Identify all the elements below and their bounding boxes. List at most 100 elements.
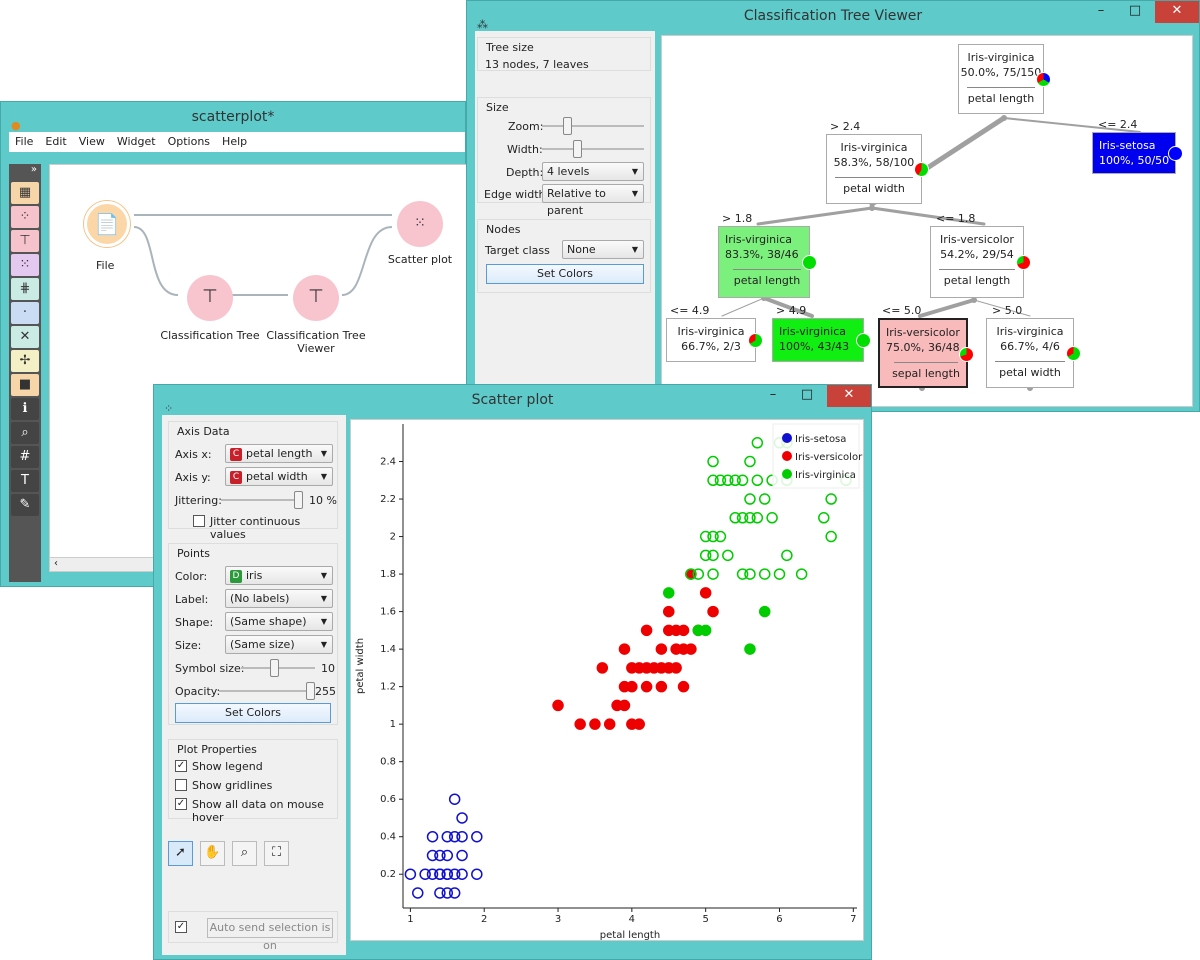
auto-send-group: ✓ Auto send selection is on (168, 911, 338, 952)
viewer-widget-icon: ⊤ (293, 275, 339, 321)
reset-zoom-button[interactable]: ⛶ (264, 841, 289, 866)
opacity-handle[interactable] (306, 682, 315, 700)
data-point (434, 849, 446, 862)
scatter-widget-label: Scatter plot (387, 253, 453, 266)
maximize-button[interactable]: □ (800, 387, 814, 402)
symbol-size-slider[interactable] (241, 659, 315, 677)
menu-item-help[interactable]: Help (222, 135, 248, 148)
viewer-widget[interactable]: ⊤ Classification Tree Viewer (256, 275, 376, 355)
data-point (744, 455, 756, 468)
set-colors-button[interactable]: Set Colors (486, 264, 644, 284)
tree-icon[interactable]: ⊤ (11, 230, 39, 252)
edge-width-select[interactable]: Relative to parent ▼ (542, 184, 644, 217)
show-gridlines-checkbox[interactable]: Show gridlines (175, 779, 272, 792)
minimize-button[interactable]: – (769, 387, 777, 402)
symbol-size-handle[interactable] (270, 659, 279, 677)
tree-titlebar[interactable]: ⁂ Classification Tree Viewer – □ ✕ (467, 1, 1199, 31)
menu-item-widget[interactable]: Widget (116, 135, 156, 148)
pan-tool-button[interactable]: ✋ (200, 841, 225, 866)
hash-icon[interactable]: # (11, 446, 39, 468)
tree-widget-icon: ⊤ (187, 275, 233, 321)
opacity-slider[interactable] (219, 682, 315, 700)
zoom-slider-handle[interactable] (563, 117, 572, 135)
viewer-widget-label: Classification Tree Viewer (266, 329, 366, 355)
data-point (707, 549, 719, 562)
close-button[interactable]: ✕ (827, 385, 871, 407)
tree-node-root[interactable]: Iris-virginica 50.0%, 75/150 petal length (958, 44, 1051, 114)
tree-node-n5[interactable]: Iris-virginica 66.7%, 2/3 (666, 318, 763, 362)
chevron-down-icon: ▼ (631, 245, 638, 254)
checkbox-box[interactable] (193, 515, 205, 527)
minimize-button[interactable]: – (1097, 3, 1105, 18)
y-axis-label: petal width (355, 638, 366, 694)
tree-node-n4[interactable]: Iris-versicolor 54.2%, 29/54 petal length (930, 226, 1031, 298)
size-select[interactable]: (Same size) ▼ (225, 635, 333, 654)
file-widget[interactable]: 📄 File (78, 201, 130, 272)
pen-icon[interactable]: ✎ (11, 494, 39, 516)
scatter-widget[interactable]: ⁙ Scatter plot (380, 201, 460, 266)
jitter-continuous-checkbox[interactable]: Jitter continuous values (193, 515, 337, 541)
tree-node-n8[interactable]: Iris-virginica 66.7%, 4/6 petal width (986, 318, 1081, 388)
checkbox-box[interactable] (175, 779, 187, 791)
select-tool-button[interactable]: ➚ (168, 841, 193, 866)
zoom-tool-button[interactable]: ⌕ (232, 841, 257, 866)
menu-item-view[interactable]: View (78, 135, 105, 148)
toolbox-expand[interactable]: » (30, 164, 37, 175)
zoom-slider[interactable] (542, 117, 644, 135)
table-icon[interactable]: ▦ (11, 182, 39, 204)
cross-icon[interactable]: ✢ (11, 350, 39, 372)
tree-widget[interactable]: ⊤ Classification Tree (150, 275, 270, 342)
close-button[interactable]: ✕ (1155, 1, 1199, 23)
shape-select[interactable]: (Same shape) ▼ (225, 612, 333, 631)
data-point (655, 643, 668, 655)
label-select[interactable]: (No labels) ▼ (225, 589, 333, 608)
data-point (781, 549, 793, 562)
show-all-data-checkbox[interactable]: ✓ Show all data on mouse hover (175, 798, 337, 824)
auto-send-button[interactable]: Auto send selection is on (207, 918, 333, 952)
dot-icon[interactable]: · (11, 302, 39, 324)
jitter-slider[interactable] (221, 491, 303, 509)
data-point (722, 549, 734, 562)
scatter-chart[interactable]: 1 2 3 4 5 6 7 0.2 0.4 0.6 0.8 1 1.2 1.4 1.6 1.8 2 2.2 2.4 p… (351, 420, 865, 942)
tree-node-n1[interactable]: Iris-virginica 58.3%, 58/100 petal width (826, 134, 929, 204)
text-icon[interactable]: T (11, 470, 39, 492)
set-colors-button[interactable]: Set Colors (175, 703, 331, 723)
info-icon[interactable]: ℹ (11, 398, 39, 420)
target-class-select[interactable]: None ▼ (562, 240, 644, 259)
tree-node-n7[interactable]: Iris-versicolor 75.0%, 36/48 sepal length (878, 318, 974, 388)
tree-node-n3[interactable]: Iris-virginica 83.3%, 38/46 petal length (718, 226, 817, 298)
data-point (633, 718, 645, 730)
checkbox-box[interactable]: ✓ (175, 921, 187, 933)
scatter-matrix-icon[interactable]: ⁙ (11, 254, 39, 276)
checkbox-box[interactable]: ✓ (175, 798, 187, 810)
menu-item-file[interactable]: File (15, 135, 34, 148)
data-point (456, 849, 468, 862)
cube-icon[interactable]: ■ (11, 374, 39, 396)
show-legend-checkbox[interactable]: ✓ Show legend (175, 760, 263, 773)
tree-canvas[interactable]: Iris-virginica 50.0%, 75/150 petal length I… (661, 35, 1193, 407)
depth-select[interactable]: 4 levels ▼ (542, 162, 644, 181)
tree-node-n2[interactable]: Iris-setosa 100%, 50/50 (1092, 132, 1183, 174)
search-icon[interactable]: ⌕ (11, 422, 39, 444)
width-slider-handle[interactable] (573, 140, 582, 158)
scatter-titlebar[interactable]: ⁘ Scatter plot – □ ✕ (154, 385, 871, 415)
tree-node-n6[interactable]: Iris-virginica 100%, 43/43 (772, 318, 871, 362)
jitter-slider-handle[interactable] (294, 491, 303, 509)
maximize-button[interactable]: □ (1128, 3, 1142, 18)
file-widget-label: File (96, 259, 115, 272)
grid-icon[interactable]: ⋕ (11, 278, 39, 300)
scatter-icon[interactable]: ⁘ (11, 206, 39, 228)
menu-item-edit[interactable]: Edit (45, 135, 67, 148)
checkbox-box[interactable]: ✓ (175, 760, 187, 772)
menu-item-options[interactable]: Options (167, 135, 211, 148)
scroll-left-icon[interactable]: ‹ (54, 558, 58, 569)
scatter-plot-area[interactable]: 1 2 3 4 5 6 7 0.2 0.4 0.6 0.8 1 1.2 1.4 1.6 1.8 2 2.2 2.4 p… (350, 419, 864, 941)
x-tick-label: 5 (702, 914, 708, 925)
network-icon[interactable]: ✕ (11, 326, 39, 348)
width-slider[interactable] (542, 140, 644, 158)
canvas-titlebar[interactable]: ● scatterplot* (1, 102, 465, 132)
data-point (618, 643, 631, 655)
